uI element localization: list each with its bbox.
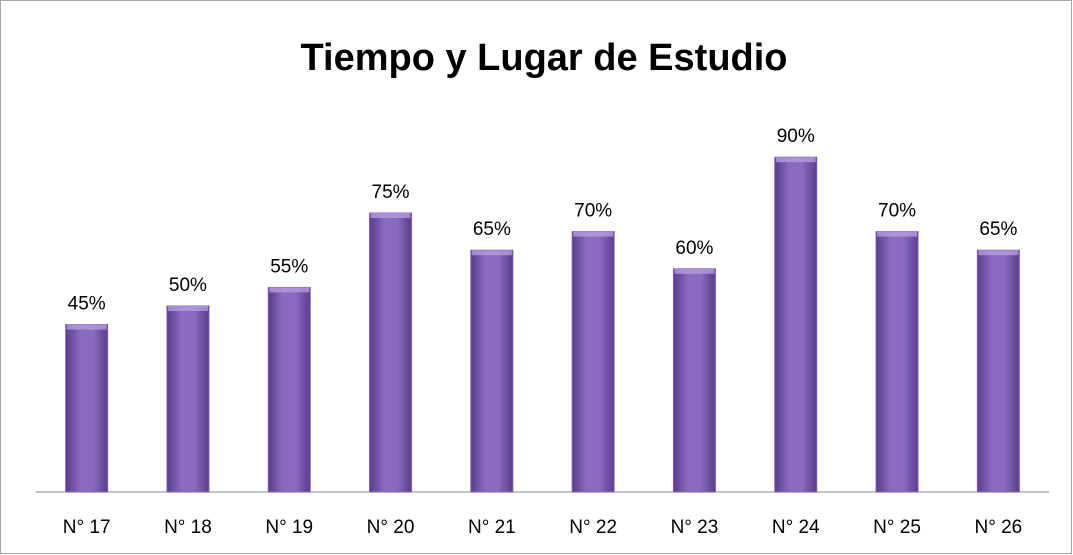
value-label: 55% bbox=[270, 256, 308, 277]
bar-highlight bbox=[674, 268, 715, 274]
bar bbox=[976, 249, 1020, 493]
chart-title: Tiempo y Lugar de Estudio bbox=[300, 37, 787, 79]
value-label: 45% bbox=[68, 294, 106, 315]
bar bbox=[774, 156, 818, 493]
x-tick-label: N° 25 bbox=[873, 517, 921, 538]
value-label: 65% bbox=[979, 219, 1017, 240]
bar bbox=[267, 286, 311, 493]
x-tick-label: N° 26 bbox=[974, 517, 1022, 538]
bar-highlight bbox=[66, 324, 107, 330]
x-tick-label: N° 17 bbox=[63, 517, 111, 538]
bar-highlight bbox=[269, 287, 310, 293]
bar-highlight bbox=[573, 231, 614, 237]
x-tick-label: N° 22 bbox=[569, 517, 617, 538]
value-label: 90% bbox=[777, 126, 815, 147]
bar bbox=[369, 212, 413, 493]
x-tick-label: N° 20 bbox=[367, 517, 415, 538]
value-label: 65% bbox=[473, 219, 511, 240]
x-tick-label: N° 21 bbox=[468, 517, 516, 538]
bar bbox=[875, 231, 919, 493]
value-label: 50% bbox=[169, 275, 207, 296]
bar-highlight bbox=[167, 306, 208, 311]
bar bbox=[166, 305, 210, 493]
x-tick-label: N° 23 bbox=[671, 517, 719, 538]
x-tick-label: N° 24 bbox=[772, 517, 820, 538]
value-label: 70% bbox=[878, 201, 916, 222]
bar-highlight bbox=[775, 157, 816, 163]
bar bbox=[672, 268, 716, 493]
bar bbox=[571, 231, 615, 493]
bar-highlight bbox=[978, 250, 1019, 256]
bar-highlight bbox=[471, 250, 512, 256]
bar bbox=[65, 324, 109, 493]
bar-highlight bbox=[370, 213, 411, 218]
value-label: 75% bbox=[372, 182, 410, 203]
value-label: 60% bbox=[675, 238, 713, 259]
x-tick-label: N° 18 bbox=[164, 517, 212, 538]
bar-highlight bbox=[877, 231, 918, 237]
value-label: 70% bbox=[574, 201, 612, 222]
x-tick-label: N° 19 bbox=[265, 517, 313, 538]
bar bbox=[470, 249, 514, 493]
